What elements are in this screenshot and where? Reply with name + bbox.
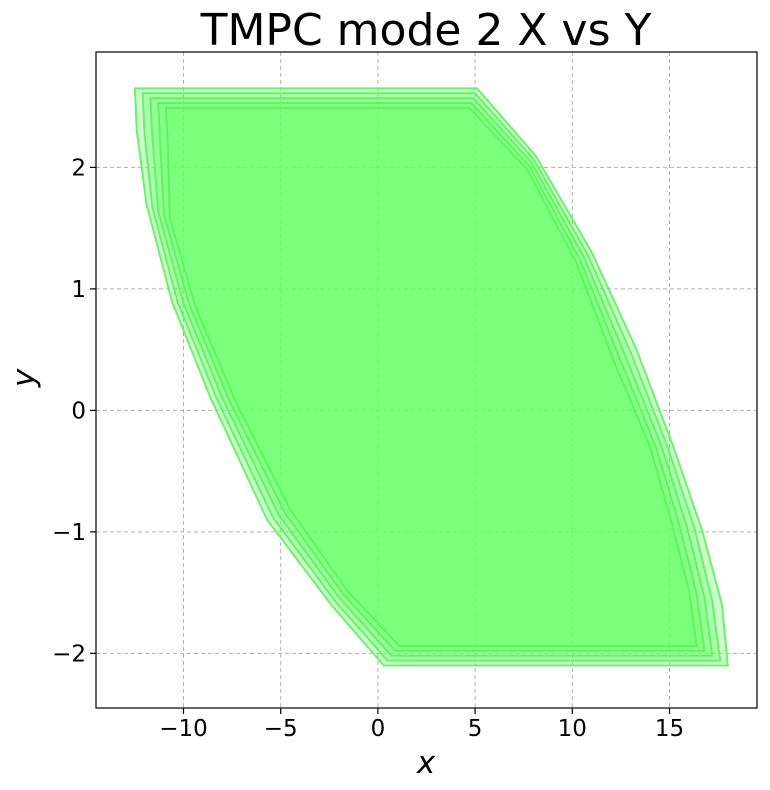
grid-lines	[96, 52, 757, 708]
region-polygon-3	[149, 97, 714, 657]
region-polygon-4	[157, 102, 706, 652]
x-tick-label: 15	[655, 716, 684, 742]
chart-title: TMPC mode 2 X vs Y	[200, 5, 652, 56]
y-tick-label: 1	[71, 277, 86, 303]
x-tick-label: −10	[159, 716, 208, 742]
plot-frame	[95, 51, 758, 709]
x-tick-label: 0	[371, 716, 386, 742]
y-tick-label: 0	[71, 398, 86, 424]
y-tick-label: 2	[71, 155, 86, 181]
y-tick-label: −1	[52, 520, 86, 546]
region-polygon-2	[141, 92, 722, 662]
region-polygon-5	[164, 106, 698, 647]
reachable-set-regions	[133, 87, 729, 667]
y-axis-label: y	[6, 368, 42, 388]
x-axis-label: x	[416, 745, 436, 781]
x-tick-label: 10	[558, 716, 587, 742]
x-tick-label: −5	[264, 716, 298, 742]
y-tick-label: −2	[52, 641, 86, 667]
x-tick-label: 5	[468, 716, 483, 742]
